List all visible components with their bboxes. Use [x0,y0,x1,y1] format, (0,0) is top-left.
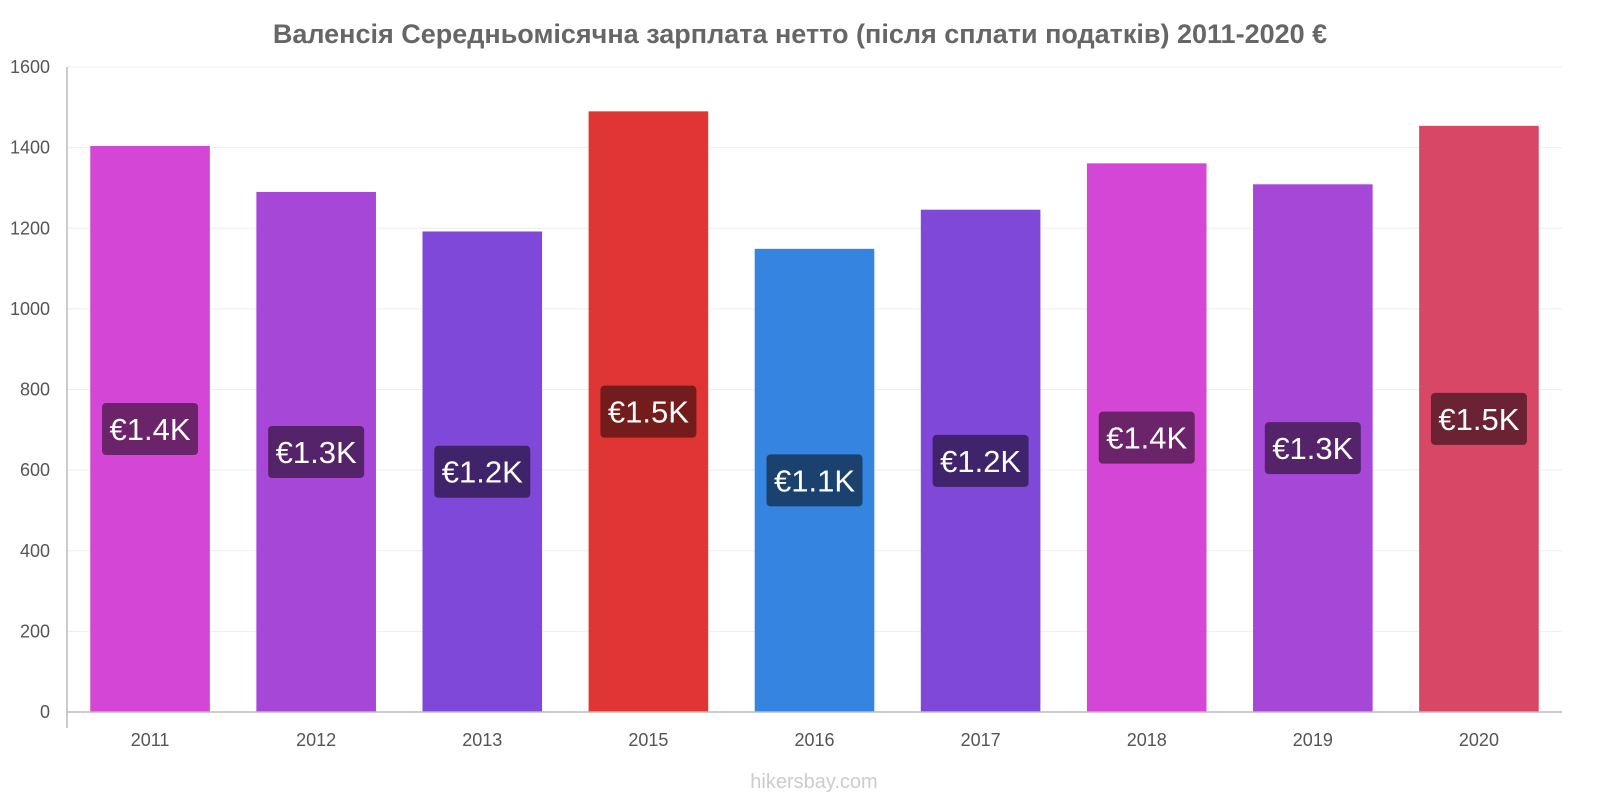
data-label: €1.5K [1438,402,1519,437]
y-tick-label: 1600 [10,57,50,77]
data-label: €1.2K [442,455,523,490]
data-label-box [268,425,365,478]
data-label: €1.4K [110,412,191,447]
x-tick-label: 2015 [628,730,668,750]
watermark: hikersbay.com [750,771,877,793]
data-label-box [434,445,531,498]
y-tick-label: 1000 [10,299,50,319]
x-tick-label: 2016 [794,730,834,750]
data-label: €1.4K [1106,421,1187,456]
chart-title: Валенсія Середньомісячна зарплата нетто … [273,19,1327,49]
y-tick-label: 200 [20,621,50,641]
data-label-box [1264,422,1361,475]
data-label-box [600,385,697,438]
tick-labels: 0 200 400 600 800 1000 1200 1400 1600 2011 2012 201… [10,57,1499,750]
data-label-box [766,454,863,507]
y-tick-label: 1400 [10,138,50,158]
x-tick-label: 2017 [961,730,1001,750]
y-tick-label: 800 [20,380,50,400]
data-label: €1.3K [276,435,357,470]
data-label-box [102,403,199,456]
data-label: €1.3K [1272,431,1353,466]
y-tick-label: 0 [40,702,50,722]
x-tick-label: 2012 [296,730,336,750]
data-label-box [1098,411,1195,464]
bars [90,111,1539,713]
y-tick-label: 600 [20,460,50,480]
data-label-box [1430,392,1527,445]
y-tick-label: 1200 [10,218,50,238]
data-label: €1.2K [940,444,1021,479]
data-label-box [932,434,1029,487]
x-tick-label: 2013 [462,730,502,750]
data-label: €1.1K [774,463,855,498]
x-tick-label: 2011 [131,730,170,750]
x-tick-label: 2019 [1293,730,1333,750]
data-labels: €1.4K €1.3K €1.2K €1.5K €1.1K €1.2K €1.4K €1.3K… [102,385,1527,507]
x-tick-label: 2018 [1127,730,1167,750]
x-tick-label: 2020 [1459,730,1499,750]
y-tick-label: 400 [20,541,50,561]
data-label: €1.5K [608,395,689,430]
axes [66,67,1562,728]
